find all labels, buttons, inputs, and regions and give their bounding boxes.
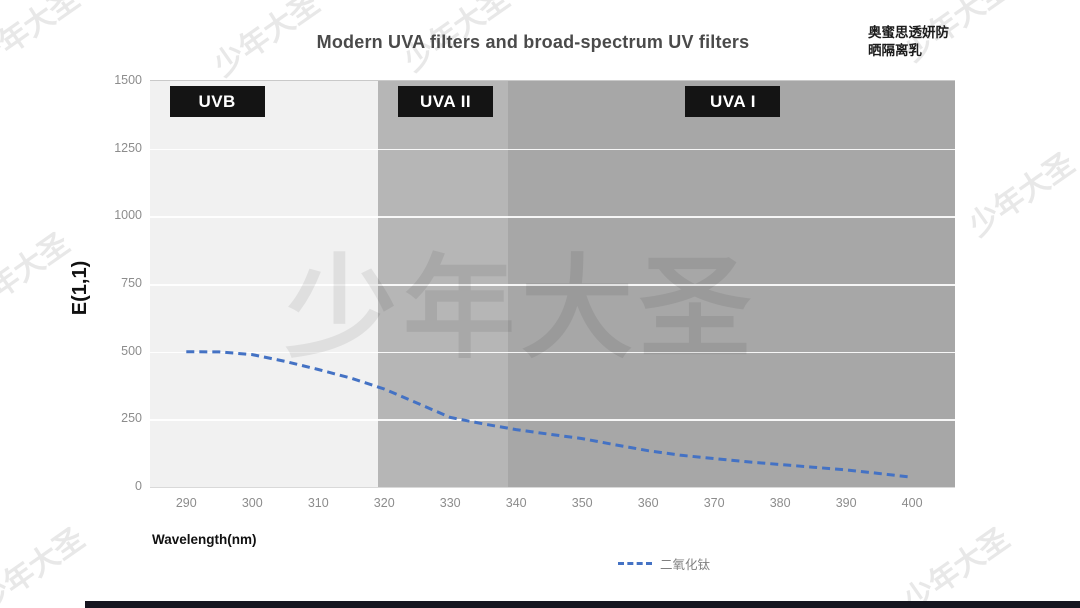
product-annotation-line2: 晒隔离乳 xyxy=(868,43,922,58)
corner-watermark-4: 少年大圣 xyxy=(963,146,1080,243)
y-tick-250: 250 xyxy=(121,411,142,426)
chart-title: Modern UVA filters and broad-spectrum UV… xyxy=(316,32,750,52)
y-tick-0: 0 xyxy=(135,479,142,493)
legend-dashed-line-swatch xyxy=(618,562,652,565)
bottom-edge-bar xyxy=(85,601,1080,608)
plot-area: UVB UVA II UVA I xyxy=(150,80,955,488)
legend: 二氧化钛 xyxy=(618,554,710,573)
y-tick-500: 500 xyxy=(121,343,142,358)
y-tick-1500: 1500 xyxy=(114,73,142,87)
corner-watermark-5: 少年大圣 xyxy=(0,226,76,323)
y-tick-750: 750 xyxy=(121,276,142,290)
x-tick-320: 320 xyxy=(373,496,395,510)
dashed-line-path xyxy=(186,350,913,479)
x-tick-360: 360 xyxy=(637,496,659,510)
x-tick-340: 340 xyxy=(505,496,527,510)
corner-watermark-7: 少年大圣 xyxy=(898,521,1016,608)
gridline-1000 xyxy=(150,216,955,218)
corner-watermark-6: 少年大圣 xyxy=(0,521,91,608)
y-tick-1250: 1250 xyxy=(114,140,142,155)
x-tick-330: 330 xyxy=(439,496,461,510)
x-tick-380: 380 xyxy=(769,496,791,510)
gridline-500 xyxy=(150,351,955,354)
series-line-titanium-dioxide xyxy=(186,350,913,479)
product-annotation: 奥蜜思透妍防 晒隔离乳 xyxy=(868,24,988,60)
x-tick-390: 390 xyxy=(835,496,857,510)
x-tick-370: 370 xyxy=(703,496,725,510)
region-label-uva-ii: UVA II xyxy=(398,86,494,117)
x-tick-300: 300 xyxy=(241,496,263,510)
legend-label: 二氧化钛 xyxy=(660,558,711,572)
x-tick-400: 400 xyxy=(901,496,923,510)
y-axis-title: E(1,1) xyxy=(69,260,91,316)
x-tick-310: 310 xyxy=(307,496,329,510)
product-annotation-line1: 奥蜜思透妍防 xyxy=(868,25,949,40)
gridline-250 xyxy=(150,419,955,421)
gridline-1250 xyxy=(150,148,955,151)
x-tick-290: 290 xyxy=(175,496,197,510)
gridline-750 xyxy=(150,284,955,286)
y-tick-1000: 1000 xyxy=(114,208,142,223)
corner-watermark-0: 少年大圣 xyxy=(0,0,86,78)
region-label-uva-i: UVA I xyxy=(685,86,781,117)
x-tick-350: 350 xyxy=(571,496,593,510)
x-axis-title: Wavelength(nm) xyxy=(152,532,257,547)
region-label-uvb: UVB xyxy=(169,86,265,117)
